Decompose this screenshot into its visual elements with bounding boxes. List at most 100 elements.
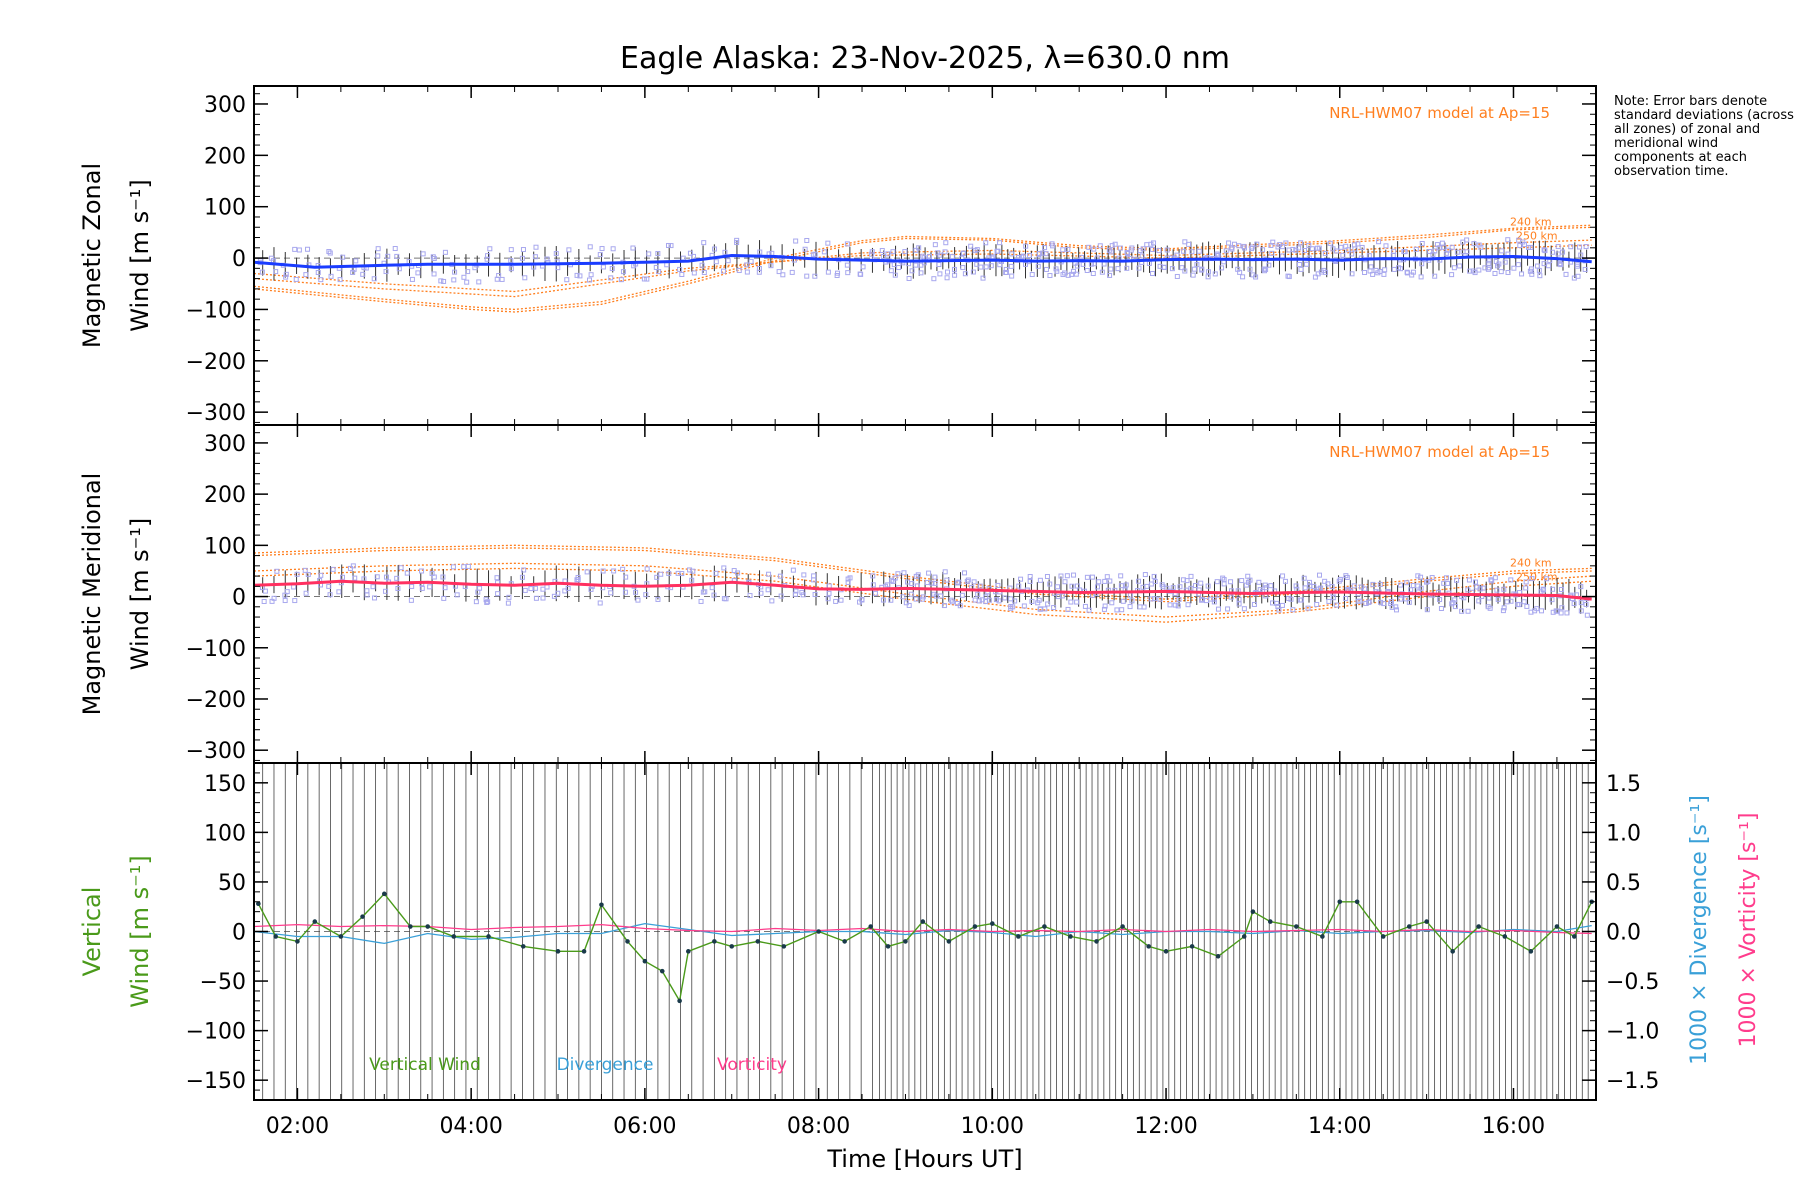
zone-sample — [326, 583, 332, 589]
zone-sample — [666, 570, 672, 576]
zone-sample — [1144, 242, 1150, 248]
zone-sample — [776, 269, 782, 275]
zone-sample — [268, 255, 274, 261]
zone-sample — [1322, 578, 1328, 584]
zone-sample — [1496, 261, 1502, 267]
zone-sample — [385, 253, 391, 259]
zone-sample — [1058, 573, 1064, 579]
zone-sample — [962, 570, 968, 576]
zone-sample — [780, 272, 786, 278]
zone-sample — [1286, 274, 1292, 280]
zone-sample — [895, 571, 901, 577]
zone-sample — [1240, 274, 1246, 280]
zone-sample — [1575, 273, 1581, 279]
vertical-wind-point — [1406, 924, 1412, 929]
zone-sample — [519, 255, 525, 261]
zone-sample — [409, 583, 415, 589]
vertical-wind-point — [1502, 934, 1508, 939]
zone-sample — [1578, 608, 1584, 614]
zone-sample — [906, 602, 912, 608]
vertical-wind-point — [842, 939, 847, 944]
vertical-wind-point — [360, 914, 365, 919]
vertical-wind-point — [1354, 899, 1360, 905]
zone-sample — [1016, 583, 1022, 589]
zone-sample — [586, 277, 592, 283]
zone-sample — [793, 591, 799, 597]
zone-sample — [1391, 266, 1397, 272]
zone-sample — [1408, 587, 1414, 593]
zone-sample — [1502, 259, 1508, 265]
zone-sample — [1051, 605, 1057, 611]
zone-sample — [949, 254, 955, 260]
y2-tick-label: −1.0 — [1606, 1020, 1659, 1045]
zone-sample — [1189, 249, 1195, 255]
zone-sample — [888, 597, 894, 603]
zone-sample — [1499, 248, 1505, 254]
y-tick-label: 200 — [204, 144, 246, 169]
zone-sample — [259, 269, 265, 275]
zone-sample — [687, 567, 693, 573]
zone-sample — [847, 575, 853, 581]
y-axis-label: Magnetic Zonal — [78, 163, 106, 348]
zone-sample — [890, 249, 896, 255]
zone-sample — [318, 572, 324, 578]
zone-sample — [1290, 607, 1296, 613]
vertical-wind-point — [1380, 934, 1386, 939]
zone-sample — [484, 256, 490, 262]
zone-sample — [1186, 241, 1192, 247]
zone-sample — [1508, 577, 1514, 583]
zone-sample — [1086, 244, 1092, 250]
zone-sample — [330, 566, 336, 572]
zone-sample — [801, 572, 807, 578]
zone-sample — [679, 271, 685, 277]
zone-sample — [1280, 244, 1286, 250]
x-tick-label: 06:00 — [613, 1114, 676, 1139]
vertical-wind-point — [642, 958, 648, 964]
zone-sample — [608, 275, 614, 281]
vertical-wind-point — [555, 949, 561, 954]
zone-sample — [812, 273, 818, 279]
zone-sample — [725, 258, 731, 264]
zone-sample — [1065, 246, 1071, 252]
zone-sample — [1118, 583, 1124, 589]
zone-sample — [383, 269, 389, 275]
zone-sample — [1583, 601, 1589, 607]
zone-sample — [1378, 599, 1384, 605]
zone-sample — [983, 264, 989, 270]
zone-sample — [420, 251, 426, 257]
zone-sample — [1413, 246, 1419, 252]
zone-sample — [974, 261, 980, 267]
zone-sample — [553, 251, 559, 257]
zone-sample — [1452, 604, 1458, 610]
zone-sample — [1544, 576, 1550, 582]
zone-sample — [995, 582, 1001, 588]
zone-sample — [521, 567, 527, 573]
zone-sample — [913, 262, 919, 268]
zone-sample — [1578, 252, 1584, 258]
zone-sample — [944, 577, 950, 583]
zone-sample — [879, 248, 885, 254]
zone-sample — [909, 268, 915, 274]
zone-sample — [1199, 597, 1205, 603]
zone-sample — [1381, 601, 1387, 607]
zone-sample — [1223, 248, 1229, 254]
zonal-wind-line — [253, 253, 1592, 269]
zone-sample — [1382, 267, 1388, 273]
zone-sample — [1084, 574, 1090, 580]
zone-sample — [1247, 577, 1253, 583]
zone-sample — [292, 598, 298, 604]
x-tick-label: 14:00 — [1308, 1114, 1371, 1139]
zone-sample — [1102, 578, 1108, 584]
zone-sample — [1090, 271, 1096, 277]
vertical-wind-point — [1250, 909, 1256, 914]
zone-sample — [508, 258, 514, 264]
zone-sample — [1055, 584, 1061, 590]
zone-sample — [1349, 271, 1355, 277]
zone-sample — [1214, 579, 1220, 585]
zone-sample — [1254, 241, 1260, 247]
zone-sample — [1429, 575, 1435, 581]
zone-sample — [880, 253, 886, 259]
zone-sample — [664, 262, 670, 268]
zone-sample — [702, 589, 708, 595]
zone-sample — [1553, 608, 1559, 614]
